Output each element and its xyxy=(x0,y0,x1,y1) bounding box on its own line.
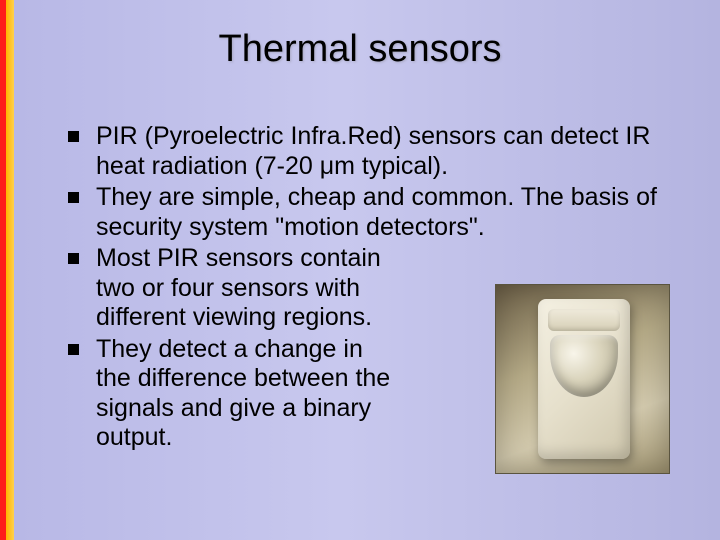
bullet-item: They are simple, cheap and common. The b… xyxy=(62,183,672,242)
sensor-lens xyxy=(550,335,618,397)
bullet-item: Most PIR sensors contain two or four sen… xyxy=(62,244,392,333)
slide: Thermal sensors PIR (Pyroelectric Infra.… xyxy=(0,0,720,540)
sensor-body xyxy=(538,299,630,459)
bullet-text: Most PIR sensors contain two or four sen… xyxy=(96,244,381,331)
bullet-item: PIR (Pyroelectric Infra.Red) sensors can… xyxy=(62,122,672,181)
slide-title: Thermal sensors xyxy=(0,28,720,71)
pir-sensor-image xyxy=(495,284,670,474)
bullet-text: They are simple, cheap and common. The b… xyxy=(96,183,657,241)
bullet-item: They detect a change in the difference b… xyxy=(62,335,392,453)
sensor-top-panel xyxy=(548,309,620,331)
bullet-text: PIR (Pyroelectric Infra.Red) sensors can… xyxy=(96,122,650,180)
bullet-text: They detect a change in the difference b… xyxy=(96,335,390,452)
